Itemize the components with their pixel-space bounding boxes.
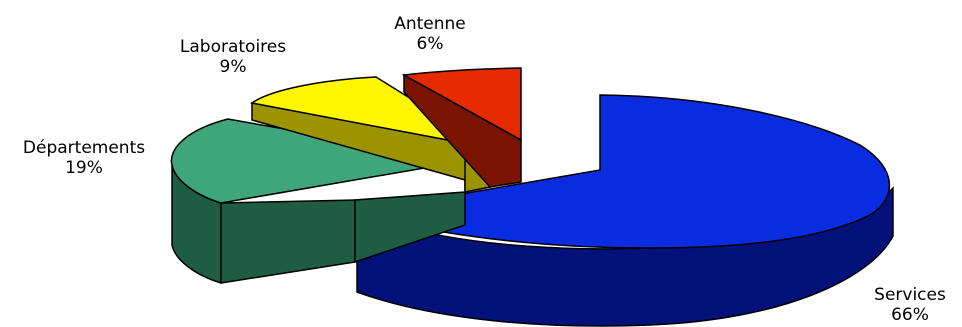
label-antenne-name: Antenne: [394, 14, 466, 34]
slice-laboratoires-top: [250, 76, 491, 149]
label-services-value: 66%: [891, 305, 929, 325]
slice-departements-top: [170, 118, 466, 204]
slice-antenne-top: [401, 67, 522, 142]
label-antenne: Antenne 6%: [380, 14, 480, 54]
label-antenne-value: 6%: [416, 34, 444, 54]
slice-departements: [170, 118, 466, 285]
slice-departements-side-cut: [220, 199, 356, 284]
label-departements-name: Départements: [22, 138, 146, 158]
label-laboratoires-value: 9%: [219, 57, 247, 77]
label-services-name: Services: [874, 285, 946, 305]
slice-services-top: [356, 94, 891, 249]
slice-services-side: [356, 186, 894, 327]
slice-services: [356, 94, 894, 327]
label-departements: Départements 19%: [4, 138, 164, 178]
slice-antenne: [401, 67, 522, 188]
label-departements-value: 19%: [65, 158, 103, 178]
label-laboratoires-name: Laboratoires: [179, 37, 287, 57]
label-laboratoires: Laboratoires 9%: [158, 37, 308, 77]
label-services: Services 66%: [860, 285, 960, 325]
